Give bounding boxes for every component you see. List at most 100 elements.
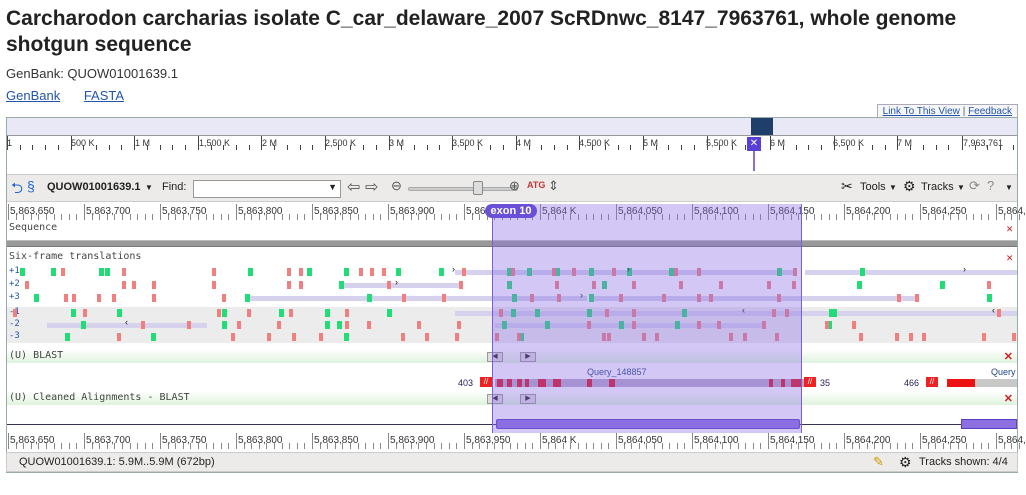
stop-codon-mark[interactable] <box>212 268 216 276</box>
stop-codon-mark[interactable] <box>367 321 371 329</box>
stop-codon-mark[interactable] <box>632 281 636 289</box>
start-codon-mark[interactable] <box>34 294 39 302</box>
start-codon-mark[interactable] <box>555 268 560 276</box>
frame-row[interactable]: +1 › › › <box>7 264 1017 278</box>
stop-codon-mark[interactable] <box>619 294 623 302</box>
stop-codon-mark[interactable] <box>697 268 701 276</box>
gear-icon[interactable]: ⚙ <box>899 454 912 470</box>
start-codon-mark[interactable] <box>987 294 992 302</box>
start-codon-mark[interactable] <box>682 309 687 317</box>
seq-id-select[interactable]: QUOW01001639.1 <box>47 181 141 193</box>
next-hit-button[interactable]: ▶ <box>520 352 536 362</box>
start-codon-mark[interactable] <box>507 281 512 289</box>
feedback-link[interactable]: Feedback <box>968 106 1012 117</box>
start-codon-mark[interactable] <box>151 333 156 341</box>
start-codon-mark[interactable] <box>279 309 284 317</box>
prev-hit-button[interactable]: ◀ <box>487 352 503 362</box>
stop-codon-mark[interactable] <box>602 333 606 341</box>
stop-codon-mark[interactable] <box>530 294 534 302</box>
start-codon-mark[interactable] <box>589 294 594 302</box>
frame-row[interactable]: -1‹‹ <box>7 305 1017 319</box>
stop-codon-mark[interactable] <box>319 333 323 341</box>
stop-codon-mark[interactable] <box>557 294 561 302</box>
refresh-icon[interactable]: ⟳ <box>969 178 980 193</box>
start-codon-mark[interactable] <box>675 321 680 329</box>
start-codon-mark[interactable] <box>222 321 227 329</box>
stop-codon-mark[interactable] <box>217 309 221 317</box>
start-codon-mark[interactable] <box>344 268 349 276</box>
stop-codon-mark[interactable] <box>915 294 919 302</box>
prev-hit-button[interactable]: ◀ <box>487 394 503 404</box>
orf-bar[interactable] <box>495 323 765 328</box>
chevron-down-icon[interactable]: ▼ <box>957 183 965 192</box>
pan-right-icon[interactable]: ⇨ <box>365 179 379 196</box>
start-codon-mark[interactable] <box>339 281 344 289</box>
stop-codon-mark[interactable] <box>607 333 611 341</box>
stop-codon-mark[interactable] <box>679 281 683 289</box>
stop-codon-mark[interactable] <box>632 321 636 329</box>
chevron-down-icon[interactable]: ▼ <box>1005 183 1013 192</box>
start-codon-mark[interactable] <box>367 294 372 302</box>
orf-bar[interactable] <box>455 311 1017 316</box>
stop-codon-mark[interactable] <box>642 333 646 341</box>
start-codon-mark[interactable] <box>827 321 832 329</box>
sequence-bar[interactable] <box>7 240 1017 247</box>
start-codon-mark[interactable] <box>245 294 250 302</box>
stop-codon-mark[interactable] <box>655 333 659 341</box>
orf-bar[interactable] <box>47 323 207 328</box>
chevron-down-icon[interactable]: ▼ <box>145 183 153 192</box>
orf-bar[interactable] <box>455 270 797 275</box>
start-codon-mark[interactable] <box>512 294 517 302</box>
orf-bar[interactable] <box>590 296 919 301</box>
find-input[interactable]: ▼ <box>193 180 341 198</box>
stop-codon-mark[interactable] <box>697 321 701 329</box>
start-codon-mark[interactable] <box>669 268 674 276</box>
position-pin-icon[interactable]: ✕ <box>747 137 761 151</box>
stop-codon-mark[interactable] <box>212 281 216 289</box>
blast-hit2-tail[interactable] <box>975 379 1017 387</box>
start-codon-mark[interactable] <box>337 321 342 329</box>
stop-codon-mark[interactable] <box>417 321 421 329</box>
cleaned-alignment-bar[interactable] <box>496 419 800 429</box>
tracks-menu[interactable]: Tracks <box>921 181 954 193</box>
stop-codon-mark[interactable] <box>859 333 863 341</box>
stop-codon-mark[interactable] <box>117 333 121 341</box>
start-codon-mark[interactable] <box>387 309 392 317</box>
start-codon-mark[interactable] <box>777 268 782 276</box>
fit-icon[interactable]: ⇕ <box>548 178 559 193</box>
close-icon[interactable]: ✕ <box>1003 351 1013 363</box>
start-codon-mark[interactable] <box>832 309 837 317</box>
stop-codon-mark[interactable] <box>299 268 303 276</box>
stop-codon-mark[interactable] <box>112 294 116 302</box>
start-codon-mark[interactable] <box>507 268 512 276</box>
stop-codon-mark[interactable] <box>231 333 235 341</box>
stop-codon-mark[interactable] <box>72 294 76 302</box>
start-codon-mark[interactable] <box>519 333 524 341</box>
genbank-link[interactable]: GenBank <box>6 88 61 103</box>
start-codon-mark[interactable] <box>589 268 594 276</box>
stop-codon-mark[interactable] <box>287 268 291 276</box>
start-codon-mark[interactable] <box>99 268 104 276</box>
stop-codon-mark[interactable] <box>719 281 723 289</box>
stop-codon-mark[interactable] <box>495 333 499 341</box>
stop-codon-mark[interactable] <box>777 294 781 302</box>
start-codon-mark[interactable] <box>535 309 540 317</box>
fasta-link[interactable]: FASTA <box>83 88 125 103</box>
start-codon-mark[interactable] <box>627 268 632 276</box>
stop-codon-mark[interactable] <box>987 281 991 289</box>
stop-codon-mark[interactable] <box>382 268 386 276</box>
start-codon-mark[interactable] <box>65 333 70 341</box>
query-label[interactable]: Query_148857 <box>587 367 647 377</box>
close-icon[interactable]: ✕ <box>1003 393 1013 405</box>
start-codon-mark[interactable] <box>344 333 349 341</box>
tools-icon[interactable]: ✂ <box>841 178 853 194</box>
overview-visible-range[interactable] <box>751 118 773 135</box>
stop-codon-mark[interactable] <box>152 281 156 289</box>
atg-zoom-icon[interactable]: ATG <box>527 180 546 190</box>
start-codon-mark[interactable] <box>117 309 122 317</box>
stop-codon-mark[interactable] <box>141 321 145 329</box>
tools-menu[interactable]: Tools <box>860 181 886 193</box>
link-to-view[interactable]: Link To This View <box>882 106 960 117</box>
stop-codon-mark[interactable] <box>897 294 901 302</box>
stop-codon-mark[interactable] <box>697 294 701 302</box>
